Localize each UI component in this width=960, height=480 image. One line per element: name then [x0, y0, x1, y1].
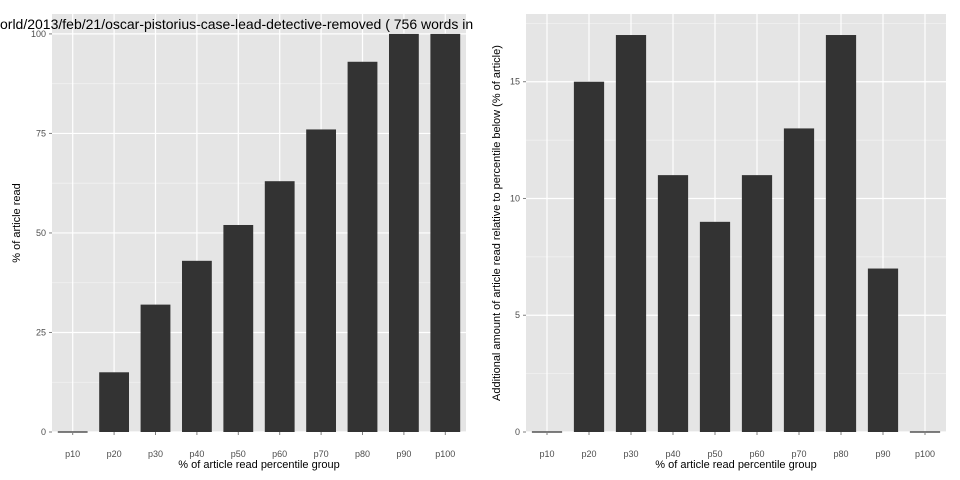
- x-tick-label: p90: [875, 449, 890, 459]
- bar-p60: [264, 181, 295, 432]
- x-tick-label: p80: [355, 449, 370, 459]
- bar-p30: [140, 304, 171, 432]
- y-tick-label: 75: [36, 128, 46, 138]
- y-tick-label: 5: [515, 310, 520, 320]
- bar-p40: [181, 260, 212, 432]
- left-chart-panel: 0 25 50 75 100 p10 p20 p30 p40 p50 p60 p70 p80 p90 p10…: [11, 14, 466, 471]
- x-tick-label: p10: [65, 449, 80, 459]
- x-tick-label: p20: [107, 449, 122, 459]
- x-tick-label: p40: [665, 449, 680, 459]
- bar-p70: [306, 129, 337, 432]
- x-tick-label: p90: [396, 449, 411, 459]
- x-tick-label: p60: [272, 449, 287, 459]
- y-tick-label: 50: [36, 228, 46, 238]
- bar-p70: [783, 128, 815, 433]
- x-tick-label: p100: [435, 449, 455, 459]
- page-title: orld/2013/feb/21/oscar-pistorius-case-le…: [0, 16, 473, 32]
- bar-p50: [223, 224, 254, 432]
- x-tick-label: p70: [791, 449, 806, 459]
- bar-p20: [99, 372, 130, 432]
- x-tick-label: p50: [231, 449, 246, 459]
- x-axis-title: % of article read percentile group: [655, 459, 816, 471]
- y-tick-label: 0: [515, 427, 520, 437]
- bar-p90: [388, 33, 419, 433]
- x-axis-title: % of article read percentile group: [178, 459, 339, 471]
- bar-p20: [573, 81, 605, 432]
- x-tick-label: p60: [749, 449, 764, 459]
- y-axis-title: % of article read: [11, 183, 23, 262]
- y-tick-label: 100: [31, 29, 46, 39]
- x-tick-label: p70: [314, 449, 329, 459]
- y-tick-label: 25: [36, 327, 46, 337]
- x-tick-label: p20: [581, 449, 596, 459]
- x-tick-label: p10: [539, 449, 554, 459]
- bar-p60: [741, 175, 773, 433]
- bar-p30: [615, 35, 647, 433]
- bar-p80: [347, 61, 378, 433]
- x-tick-label: p80: [833, 449, 848, 459]
- right-chart-panel: 0 5 10 15 p10 p20 p30 p40 p50 p60 p70 p80 p90 p100 % o…: [491, 14, 946, 471]
- y-tick-label: 0: [41, 427, 46, 437]
- bar-p90: [867, 268, 899, 432]
- x-tick-label: p30: [148, 449, 163, 459]
- y-axis-title: Additional amount of article read relati…: [491, 45, 503, 401]
- x-tick-label: p30: [623, 449, 638, 459]
- bar-p80: [825, 35, 857, 433]
- y-tick-label: 10: [510, 193, 520, 203]
- bar-p50: [699, 221, 731, 432]
- y-tick-label: 15: [510, 77, 520, 87]
- x-tick-label: p100: [915, 449, 935, 459]
- x-tick-label: p40: [189, 449, 204, 459]
- bar-p100: [430, 33, 461, 433]
- bar-p40: [657, 175, 689, 433]
- x-tick-label: p50: [707, 449, 722, 459]
